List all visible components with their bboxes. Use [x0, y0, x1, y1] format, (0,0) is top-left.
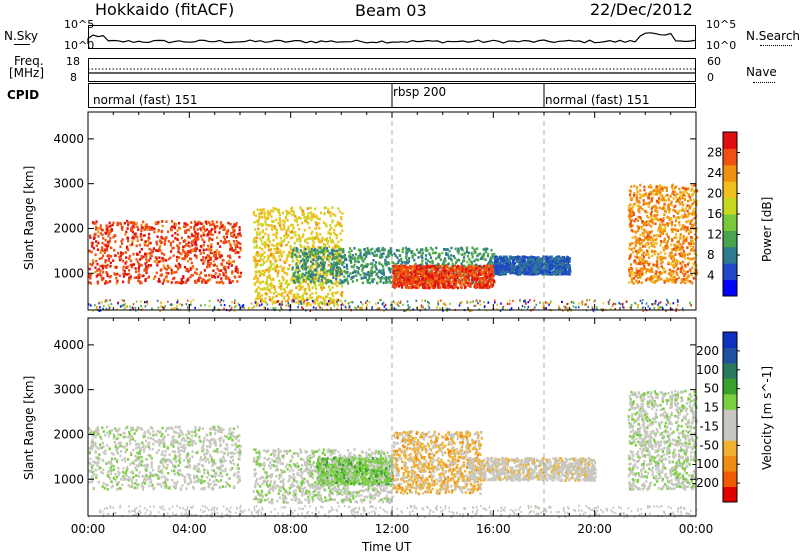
xtick-label-4: 16:00 — [476, 522, 511, 536]
velocity-colorbar-tick-label-7: -200 — [692, 476, 719, 490]
power-scatter-region-5 — [627, 183, 699, 285]
power-colorbar-segment-9 — [723, 132, 737, 149]
nsky-ytick-bottom: 10^0 — [64, 39, 95, 52]
xtick-label-0: 00:00 — [71, 522, 106, 536]
velocity-colorbar-segment-0 — [723, 486, 737, 503]
power-ytick-label-1: 2000 — [53, 221, 84, 235]
power-colorbar-segment-5 — [723, 197, 737, 215]
velocity-scatter-region-4 — [468, 456, 597, 482]
xaxis-label: Time UT — [362, 540, 412, 554]
power-ytick-label-0: 1000 — [53, 266, 84, 280]
velocity-ylabel: Slant Range [km] — [22, 375, 36, 480]
nsearch-legend-line — [760, 45, 792, 46]
velocity-colorbar-frame — [722, 331, 738, 503]
station-title: Hokkaido (fitACF) — [95, 0, 235, 19]
velocity-ytick-label-2: 3000 — [53, 383, 84, 397]
cpid-segment-3: normal (fast) 151 — [545, 93, 650, 107]
velocity-colorbar-tick-label-5: -50 — [699, 438, 719, 452]
velocity-colorbar-segment-10 — [723, 332, 737, 348]
nave-ytick-top: 60 — [707, 55, 721, 68]
nsky-ytick-top: 10^5 — [64, 18, 95, 31]
power-colorbar-label: Power [dB] — [760, 196, 774, 262]
velocity-ytick-label-1: 2000 — [53, 427, 84, 441]
power-ylabel: Slant Range [km] — [22, 165, 36, 270]
xtick-label-2: 08:00 — [273, 522, 308, 536]
nsky-label: N.Sky — [4, 29, 39, 43]
velocity-scatter-region-5 — [627, 389, 699, 491]
power-colorbar-tick-label-5: 24 — [707, 166, 722, 180]
freq-ytick-bottom: 8 — [70, 71, 77, 84]
freq-ytick-top: 18 — [66, 55, 80, 68]
power-scatter-region-3 — [392, 264, 496, 290]
velocity-ytick-label-0: 1000 — [53, 472, 84, 486]
power-ytick-label-2: 3000 — [53, 177, 84, 191]
nave-label: Nave — [746, 65, 777, 79]
power-colorbar-tick-label-3: 16 — [707, 207, 722, 221]
power-scatter-region-4 — [493, 255, 572, 276]
xtick-label-1: 04:00 — [172, 522, 207, 536]
velocity-ytick-label-3: 4000 — [53, 338, 84, 352]
velocity-colorbar-tick-label-3: 15 — [704, 401, 719, 415]
xtick-label-6: 00:00 — [679, 522, 714, 536]
velocity-colorbar-segment-3 — [723, 440, 737, 457]
velocity-colorbar-segment-5 — [723, 409, 737, 426]
velocity-scatter-region-0 — [88, 425, 242, 491]
velocity-colorbar-tick-label-1: 100 — [696, 363, 719, 377]
velocity-colorbar-segment-7 — [723, 378, 737, 395]
power-colorbar-segment-1 — [723, 263, 737, 281]
power-colorbar-tick-label-0: 4 — [707, 269, 715, 283]
velocity-colorbar-tick-label-2: 50 — [704, 382, 719, 396]
power-ytick-label-3: 4000 — [53, 132, 84, 146]
velocity-colorbar-tick-label-4: -15 — [699, 419, 719, 433]
velocity-colorbar-segment-2 — [723, 455, 737, 472]
nave-ytick-bottom: 0 — [707, 71, 714, 84]
power-colorbar-segment-2 — [723, 246, 737, 264]
nsearch-ytick-top: 10^5 — [706, 18, 737, 31]
power-colorbar-tick-label-1: 8 — [707, 248, 715, 262]
nsky-legend-line — [14, 44, 30, 45]
power-colorbar-segment-7 — [723, 164, 737, 182]
freq-label-2: [MHz] — [9, 66, 45, 80]
velocity-colorbar-segment-9 — [723, 347, 737, 364]
velocity-colorbar-segment-8 — [723, 362, 737, 379]
power-colorbar-segment-8 — [723, 148, 737, 166]
cpid-segment-1: normal (fast) 151 — [93, 93, 198, 107]
power-colorbar-segment-6 — [723, 181, 737, 199]
velocity-colorbar-tick-label-6: -100 — [692, 457, 719, 471]
xtick-label-5: 20:00 — [577, 522, 612, 536]
nsky-panel — [88, 25, 696, 49]
xtick-label-3: 12:00 — [375, 522, 410, 536]
cpid-label: CPID — [7, 88, 40, 102]
power-colorbar-tick-label-6: 28 — [707, 146, 722, 160]
velocity-colorbar-segment-1 — [723, 471, 737, 488]
freq-label-1: Freq. — [14, 54, 44, 68]
velocity-colorbar-label: Velocity [m s^-1] — [760, 365, 774, 470]
power-scatter-region-0 — [88, 219, 243, 285]
nave-legend-line — [753, 82, 775, 83]
date-title: 22/Dec/2012 — [590, 0, 693, 19]
velocity-scatter-region-2 — [316, 456, 395, 487]
power-colorbar-segment-3 — [723, 230, 737, 248]
velocity-colorbar-tick-label-0: 200 — [696, 344, 719, 358]
power-colorbar-segment-0 — [723, 279, 737, 297]
power-colorbar-tick-label-4: 20 — [707, 187, 722, 201]
beam-title: Beam 03 — [355, 1, 427, 20]
nsearch-ytick-bottom: 10^0 — [706, 39, 737, 52]
power-scatter-region-1 — [252, 206, 344, 307]
velocity-colorbar-segment-4 — [723, 424, 737, 441]
cpid-segment-2: rbsp 200 — [393, 85, 447, 99]
nsearch-label: N.Search — [746, 29, 800, 43]
freq-panel — [88, 58, 696, 82]
velocity-scatter-region-3 — [392, 430, 483, 496]
power-colorbar-tick-label-2: 12 — [707, 228, 722, 242]
nsky-trace — [87, 32, 697, 44]
velocity-colorbar-segment-6 — [723, 393, 737, 410]
power-colorbar-segment-4 — [723, 214, 737, 231]
